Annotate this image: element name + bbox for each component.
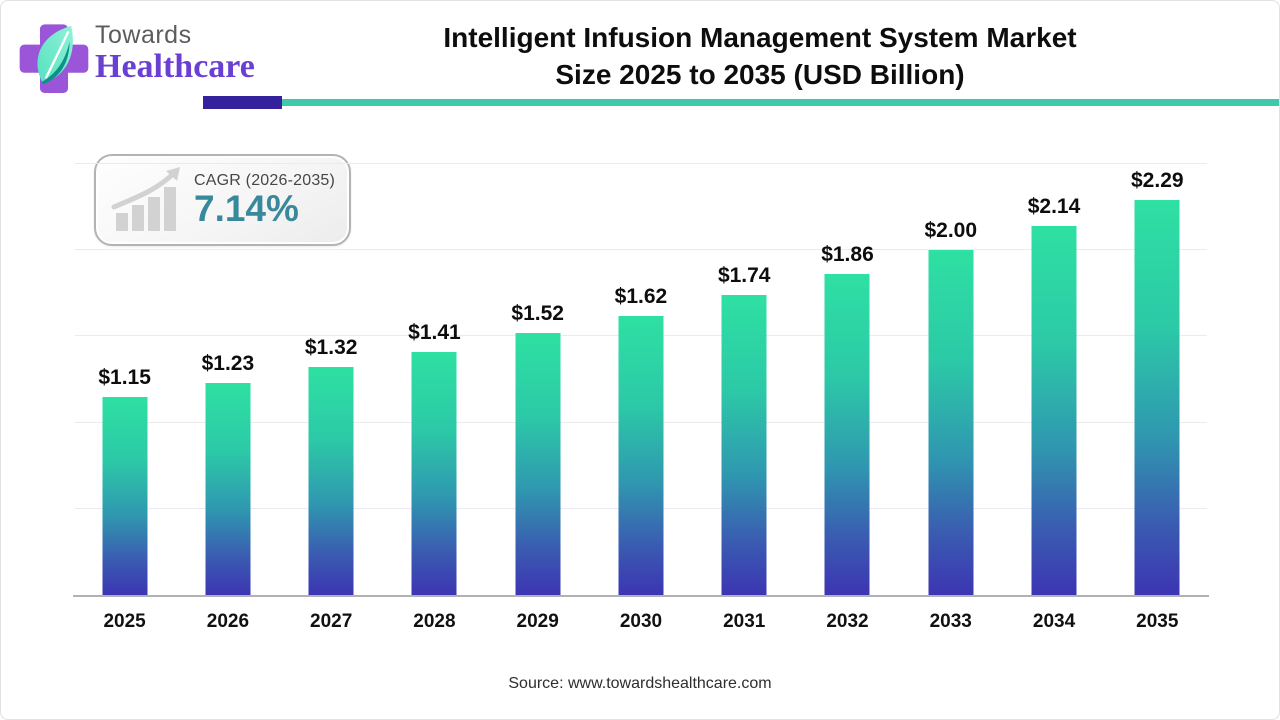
cagr-value: 7.14% [194,187,299,229]
brand-name: Towards Healthcare [95,15,255,84]
bar-column-2031: $1.74 [693,164,796,595]
x-tick-label-2025: 2025 [103,611,146,632]
bar-value-label-2034: $2.14 [1027,195,1081,219]
bar-2027 [308,367,354,595]
x-axis-labels: 2025 2026 2027 2028 2029 2030 2031 2032 2033 2034… [73,611,1209,633]
brand-towards: Towards [95,21,192,49]
bar-column-2034: $2.14 [1002,164,1105,595]
bar-column-2025: $1.15 [73,164,176,595]
cagr-label: CAGR (2026-2035) [194,171,336,189]
x-tick-label-2026: 2026 [206,611,250,632]
x-tick-label-2029: 2029 [516,611,559,632]
gridline [75,163,1207,164]
bar-value-label-2029: $1.52 [511,301,564,325]
gridline [75,249,1207,251]
x-tick-label-2031: 2031 [723,611,766,632]
header-accent-purple [203,96,282,109]
bar-2029 [515,332,561,595]
bars-row: $1.15 $1.23 $1.32 $1.41 $1.52 $1.62 $1.74 $1.86… [73,164,1209,595]
bar-2025 [102,396,148,595]
bar-2031 [721,295,767,595]
bar-2032 [824,274,870,595]
bar-2030 [618,315,664,595]
bar-value-label-2035: $2.29 [1131,169,1184,193]
bar-column-2032: $1.86 [796,164,899,595]
chart-title: Intelligent Infusion Management System M… [251,19,1269,93]
bar-value-label-2033: $2.00 [924,219,978,243]
bar-column-2029: $1.52 [486,164,589,595]
bar-2035 [1134,200,1180,595]
bar-column-2033: $2.00 [899,164,1002,595]
bar-value-label-2027: $1.32 [304,336,358,360]
chart-title-line2: Size 2025 to 2035 (USD Billion) [555,59,965,91]
bar-column-2035: $2.29 [1106,164,1209,595]
brand-healthcare: Healthcare [95,48,255,85]
brand-logo: Towards Healthcare [15,15,255,93]
chart-title-line1: Intelligent Infusion Management System M… [443,22,1077,53]
bar-column-2026: $1.23 [176,164,279,595]
healthcare-cross-leaf-icon [15,15,93,93]
bar-chart-plot-area: $1.15 $1.23 $1.32 $1.41 $1.52 $1.62 $1.74 $1.86… [73,163,1209,595]
cagr-badge: CAGR (2026-2035) 7.14% [94,154,351,246]
bar-value-label-2031: $1.74 [717,264,771,288]
bar-2033 [928,250,974,595]
bar-column-2027: $1.32 [280,164,383,595]
bar-value-label-2030: $1.62 [614,284,668,308]
x-tick-label-2032: 2032 [826,611,869,632]
bar-value-label-2026: $1.23 [201,351,255,375]
x-tick-label-2028: 2028 [413,611,456,632]
x-tick-label-2035: 2035 [1136,611,1179,632]
bar-value-label-2028: $1.41 [408,320,461,344]
growth-chart-icon [108,163,194,237]
x-tick-label-2034: 2034 [1032,611,1076,632]
bar-value-label-2025: $1.15 [98,365,151,389]
cagr-texts: CAGR (2026-2035) 7.14% [194,172,335,229]
x-tick-label-2033: 2033 [929,611,972,632]
source-text: Source: www.towardshealthcare.com [508,675,772,692]
bar-value-label-2032: $1.86 [821,243,874,267]
bar-column-2028: $1.41 [383,164,486,595]
bar-2026 [205,382,251,595]
x-tick-label-2027: 2027 [310,611,353,632]
bar-2028 [411,351,457,595]
bar-2034 [1031,226,1077,595]
x-tick-label-2030: 2030 [619,611,663,632]
header-accent-teal [282,99,1279,106]
x-axis-line [73,595,1209,597]
bar-column-2030: $1.62 [589,164,692,595]
